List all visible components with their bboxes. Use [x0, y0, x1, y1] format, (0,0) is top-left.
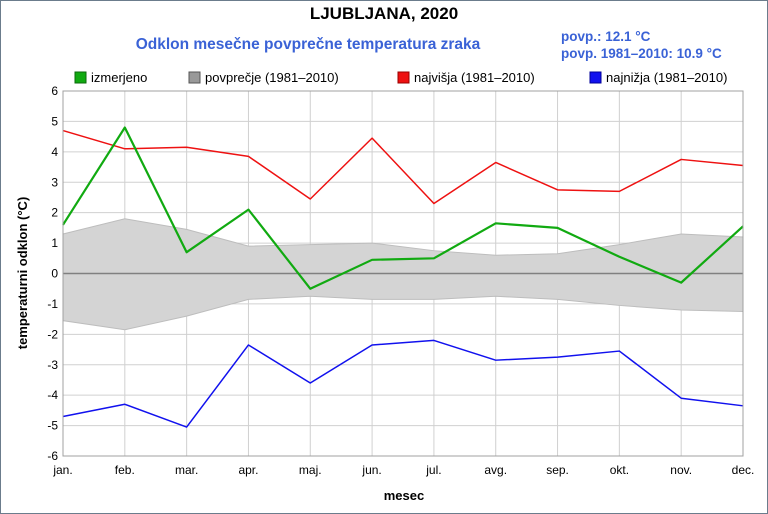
y-tick-label: 6	[51, 84, 58, 98]
max-series-line	[62, 129, 744, 205]
plot-border	[62, 90, 744, 457]
legend-min-label: najnižja (1981–2010)	[606, 70, 727, 85]
x-tick-label: jun.	[361, 463, 381, 477]
x-tick-label: feb.	[115, 463, 135, 477]
y-tick-label: 4	[51, 145, 58, 159]
x-tick-label: maj.	[299, 463, 322, 477]
x-tick-label: okt.	[610, 463, 629, 477]
y-tick-label: 1	[51, 236, 58, 250]
legend-average-label: povprečje (1981–2010)	[205, 70, 339, 85]
average-temperature: povp.: 12.1 °C	[561, 29, 651, 44]
x-tick-label: mar.	[175, 463, 198, 477]
chart-title: LJUBLJANA, 2020	[309, 4, 459, 23]
x-tick-label: nov.	[670, 463, 692, 477]
x-tick-label: dec.	[732, 463, 755, 477]
y-tick-label: -6	[47, 449, 58, 463]
min-series-line	[62, 339, 744, 428]
legend-average-swatch	[188, 71, 201, 84]
measured-series-line	[62, 126, 744, 290]
y-tick-label: 0	[51, 267, 58, 281]
reference-average-temperature: povp. 1981–2010: 10.9 °C	[561, 46, 722, 61]
y-tick-label: -5	[47, 419, 58, 433]
x-tick-label: jul.	[425, 463, 441, 477]
y-axis-label: temperaturni odklon (°C)	[15, 197, 30, 350]
y-tick-label: 3	[51, 175, 58, 189]
x-tick-label: avg.	[484, 463, 507, 477]
legend-max-swatch	[397, 71, 410, 84]
y-tick-label: -2	[47, 327, 58, 341]
x-tick-label: jan.	[52, 463, 72, 477]
x-tick-label: apr.	[238, 463, 258, 477]
y-tick-label: 2	[51, 206, 58, 220]
y-tick-label: 5	[51, 114, 58, 128]
y-tick-label: -4	[47, 388, 58, 402]
legend-measured-swatch	[74, 71, 87, 84]
legend-max-label: najvišja (1981–2010)	[414, 70, 535, 85]
legend-measured-label: izmerjeno	[91, 70, 147, 85]
chart-subtitle: Odklon mesečne povprečne temperatura zra…	[135, 36, 481, 53]
x-axis-label: mesec	[384, 488, 424, 503]
y-tick-label: -1	[47, 297, 58, 311]
x-tick-label: sep.	[546, 463, 569, 477]
legend-min-swatch	[589, 71, 602, 84]
y-tick-label: -3	[47, 358, 58, 372]
